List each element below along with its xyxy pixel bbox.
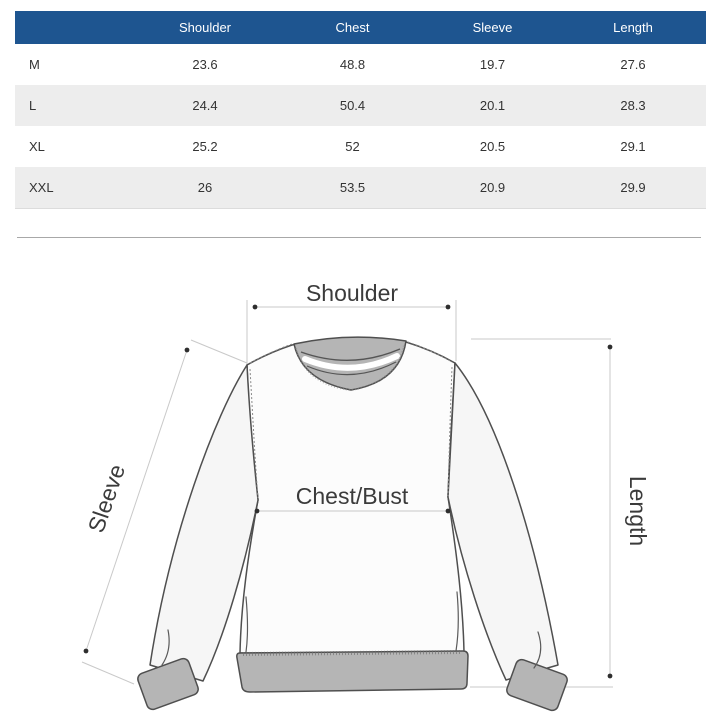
waistband — [236, 650, 469, 693]
value-cell: 24.4 — [192, 98, 218, 113]
table-row: L 24.4 50.4 20.1 28.3 — [15, 85, 706, 126]
value-cell: 23.6 — [192, 57, 218, 72]
table-row: M 23.6 48.8 19.7 27.6 — [15, 44, 706, 85]
collar-band-edge — [306, 361, 397, 376]
value-cell: 25.2 — [192, 139, 218, 154]
table-row: XXL 26 53.5 20.9 29.9 — [15, 167, 706, 209]
right-sleeve-fold — [533, 631, 542, 669]
value-cell: 48.8 — [339, 57, 366, 72]
right-sleeve — [447, 362, 559, 681]
size-cell: M — [29, 57, 40, 72]
table-header-row: Shoulder Chest Sleeve Length — [15, 11, 706, 44]
chest-label: Chest/Bust — [296, 483, 409, 509]
collar-back-edge — [300, 348, 401, 362]
length-label: Length — [625, 476, 651, 546]
col-header-size — [15, 11, 130, 44]
value-cell: 50.4 — [339, 98, 366, 113]
value-cell: 20.5 — [479, 139, 506, 154]
size-cell: XXL — [29, 180, 54, 195]
value-cell: 26 — [197, 180, 213, 195]
left-sleeve — [149, 364, 259, 682]
left-cuff — [137, 657, 199, 711]
col-header-length: Length — [560, 11, 706, 44]
value-cell: 20.1 — [479, 98, 506, 113]
col-header-shoulder: Shoulder — [130, 11, 280, 44]
value-cell: 29.9 — [620, 180, 646, 195]
chest-dimension: Chest/Bust — [254, 483, 451, 514]
value-cell: 28.3 — [620, 98, 646, 113]
value-cell: 29.1 — [620, 139, 646, 154]
col-header-sleeve: Sleeve — [425, 11, 560, 44]
sleeve-label: Sleeve — [83, 461, 130, 536]
value-cell: 27.6 — [620, 57, 646, 72]
sweatshirt-measurement-diagram: Shoulder Sleeve Length — [81, 280, 651, 712]
collar-ribbing — [295, 344, 405, 392]
size-chart-table: Shoulder Chest Sleeve Length M 23.6 48.8… — [15, 11, 706, 209]
left-armhole-seam — [249, 368, 259, 499]
left-sleeve-fold — [161, 629, 170, 666]
right-shoulder-seam — [407, 341, 453, 363]
right-body-fold — [455, 591, 459, 652]
sweatshirt-drawing — [137, 336, 568, 712]
right-cuff — [506, 658, 568, 712]
length-dimension: Length — [470, 338, 651, 688]
right-armhole-seam — [447, 366, 453, 497]
value-cell: 20.9 — [479, 180, 506, 195]
collar-gap — [302, 353, 400, 371]
value-cell: 19.7 — [479, 57, 506, 72]
collar — [293, 336, 407, 391]
waistband-ribbing — [242, 650, 463, 656]
table-row: XL 25.2 52 20.5 29.1 — [15, 126, 706, 167]
left-body-fold — [245, 596, 249, 653]
shoulder-dimension: Shoulder — [246, 280, 457, 365]
size-cell: L — [29, 98, 37, 113]
section-divider — [17, 237, 701, 238]
shoulder-label: Shoulder — [306, 280, 398, 306]
value-cell: 53.5 — [339, 180, 366, 195]
value-cell: 52 — [345, 139, 360, 154]
size-cell: XL — [29, 139, 45, 154]
col-header-chest: Chest — [280, 11, 425, 44]
